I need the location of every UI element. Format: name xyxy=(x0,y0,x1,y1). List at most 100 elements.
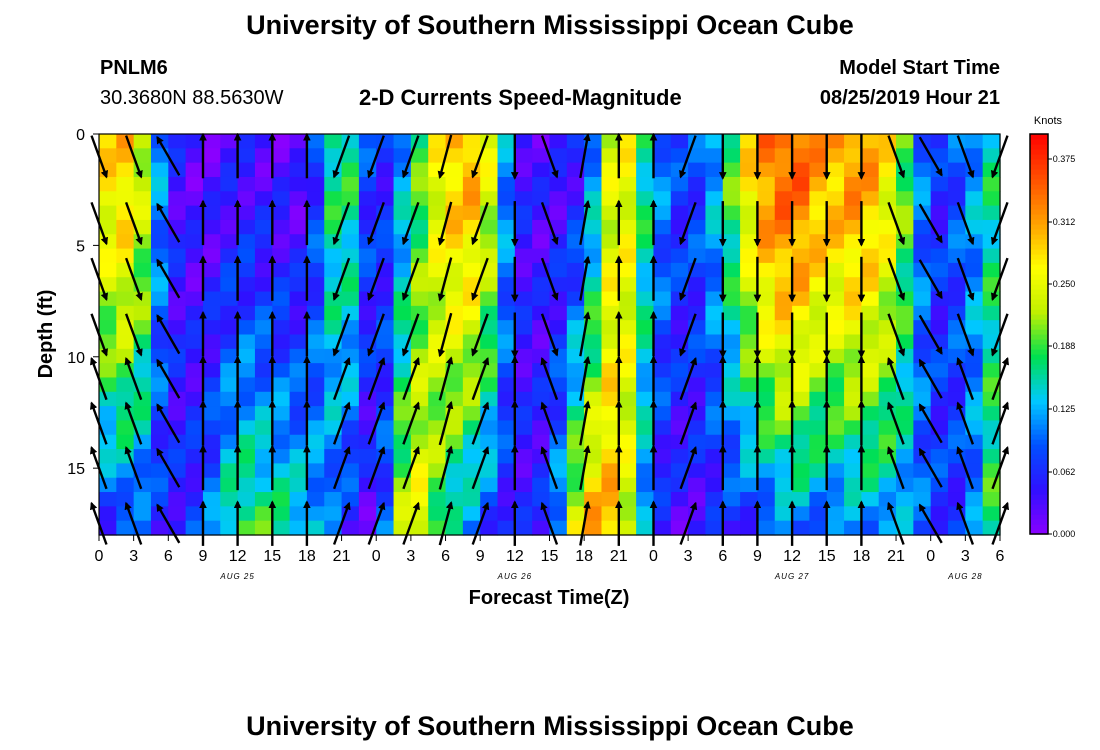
heatmap-cell xyxy=(913,248,932,264)
heatmap-cell xyxy=(722,334,741,350)
x-tick-label: 9 xyxy=(476,548,485,565)
heatmap-cell xyxy=(653,219,672,235)
heatmap-cell xyxy=(722,191,741,207)
heatmap-cell xyxy=(532,420,551,436)
heatmap-cell xyxy=(844,148,862,164)
heatmap-cell xyxy=(272,291,291,307)
heatmap-cell xyxy=(636,363,655,379)
heatmap-cell xyxy=(428,205,447,221)
heatmap-cell xyxy=(878,162,897,178)
heatmap-cell xyxy=(913,162,932,178)
heatmap-cell xyxy=(497,449,516,464)
heatmap-cell xyxy=(757,134,776,149)
heatmap-cell xyxy=(688,234,707,250)
heatmap-cell xyxy=(306,391,325,407)
heatmap-cell xyxy=(809,520,828,536)
heatmap-cell xyxy=(202,205,221,221)
heatmap-cell xyxy=(982,492,1001,507)
heatmap-cell xyxy=(202,234,221,250)
heatmap-cell xyxy=(99,148,117,164)
x-tick-label: 15 xyxy=(541,548,559,565)
heatmap-cell xyxy=(740,291,759,307)
heatmap-cell xyxy=(948,248,966,264)
heatmap-cell xyxy=(497,348,516,364)
heatmap-cell xyxy=(861,205,880,221)
heatmap-cell xyxy=(428,449,447,464)
heatmap-cell xyxy=(636,334,655,350)
heatmap-cell xyxy=(393,477,412,493)
current-arrow xyxy=(437,134,453,179)
colorbar-segment xyxy=(1030,234,1048,240)
heatmap-cell xyxy=(809,463,828,479)
heatmap-cell xyxy=(705,305,724,321)
current-arrow xyxy=(679,446,698,490)
heatmap-cell xyxy=(809,406,828,422)
heatmap-cell xyxy=(393,363,412,379)
heatmap-cell xyxy=(930,363,949,379)
heatmap-cell xyxy=(896,176,914,192)
heatmap-cell xyxy=(410,434,429,450)
heatmap-cell xyxy=(774,434,793,450)
heatmap-cell xyxy=(358,434,377,450)
heatmap-cell xyxy=(254,406,273,422)
current-arrow xyxy=(367,135,385,179)
heatmap-cell xyxy=(584,277,603,293)
heatmap-cell xyxy=(844,391,862,407)
heatmap-cell xyxy=(688,420,707,436)
heatmap-cell xyxy=(497,477,516,493)
colorbar-segment xyxy=(1030,204,1048,210)
heatmap-cell xyxy=(168,134,187,149)
heatmap-cell xyxy=(272,363,291,379)
heatmap-cell xyxy=(514,248,533,264)
heatmap-cell xyxy=(740,320,759,336)
current-arrow xyxy=(540,257,559,301)
heatmap-cell xyxy=(566,463,585,479)
heatmap-cell xyxy=(705,363,724,379)
heatmap-cell xyxy=(237,348,256,364)
heatmap-cell xyxy=(844,449,862,464)
heatmap-cell xyxy=(133,406,152,422)
colorbar-segment xyxy=(1030,189,1048,195)
heatmap-cell xyxy=(930,320,949,336)
current-arrow xyxy=(956,446,975,490)
heatmap-cell xyxy=(237,363,256,379)
heatmap-cell xyxy=(324,205,343,221)
heatmap-cell xyxy=(272,406,291,422)
heatmap-cell xyxy=(99,520,117,536)
heatmap-cell xyxy=(757,449,776,464)
heatmap-cell xyxy=(774,219,793,235)
heatmap-cell xyxy=(116,191,135,207)
date-labels: AUG 25 AUG 26 AUG 27 AUG 28 xyxy=(219,572,981,581)
current-arrow xyxy=(540,401,559,445)
current-arrow xyxy=(156,447,181,488)
heatmap-cell xyxy=(445,477,464,493)
heatmap-cell xyxy=(913,291,932,307)
colorbar-segment xyxy=(1030,209,1048,215)
current-arrow xyxy=(124,313,143,357)
heatmap-cell xyxy=(202,291,221,307)
colorbar-segment xyxy=(1030,199,1048,205)
heatmap-cell xyxy=(809,434,828,450)
heatmap-cell xyxy=(618,348,637,364)
heatmap-cell xyxy=(445,162,464,178)
colorbar-segment xyxy=(1030,174,1048,180)
heatmap-cell xyxy=(410,463,429,479)
heatmap-cell xyxy=(462,434,481,450)
heatmap-cell xyxy=(168,191,187,207)
heatmap-cell xyxy=(844,205,862,221)
heatmap-cell xyxy=(480,277,499,293)
heatmap-cell xyxy=(220,391,239,407)
heatmap-cell xyxy=(757,492,776,507)
heatmap-cell xyxy=(653,406,672,422)
heatmap-cell xyxy=(705,348,724,364)
heatmap-cell xyxy=(792,434,811,450)
heatmap-cell xyxy=(670,506,689,522)
heatmap-cell xyxy=(757,391,776,407)
heatmap-cell xyxy=(532,291,551,307)
heatmap-cell xyxy=(896,234,914,250)
heatmap-cell xyxy=(584,506,603,522)
heatmap-cell xyxy=(168,234,187,250)
heatmap-cell xyxy=(844,520,862,536)
heatmap-cell xyxy=(99,219,117,235)
heatmap-cell xyxy=(99,363,117,379)
